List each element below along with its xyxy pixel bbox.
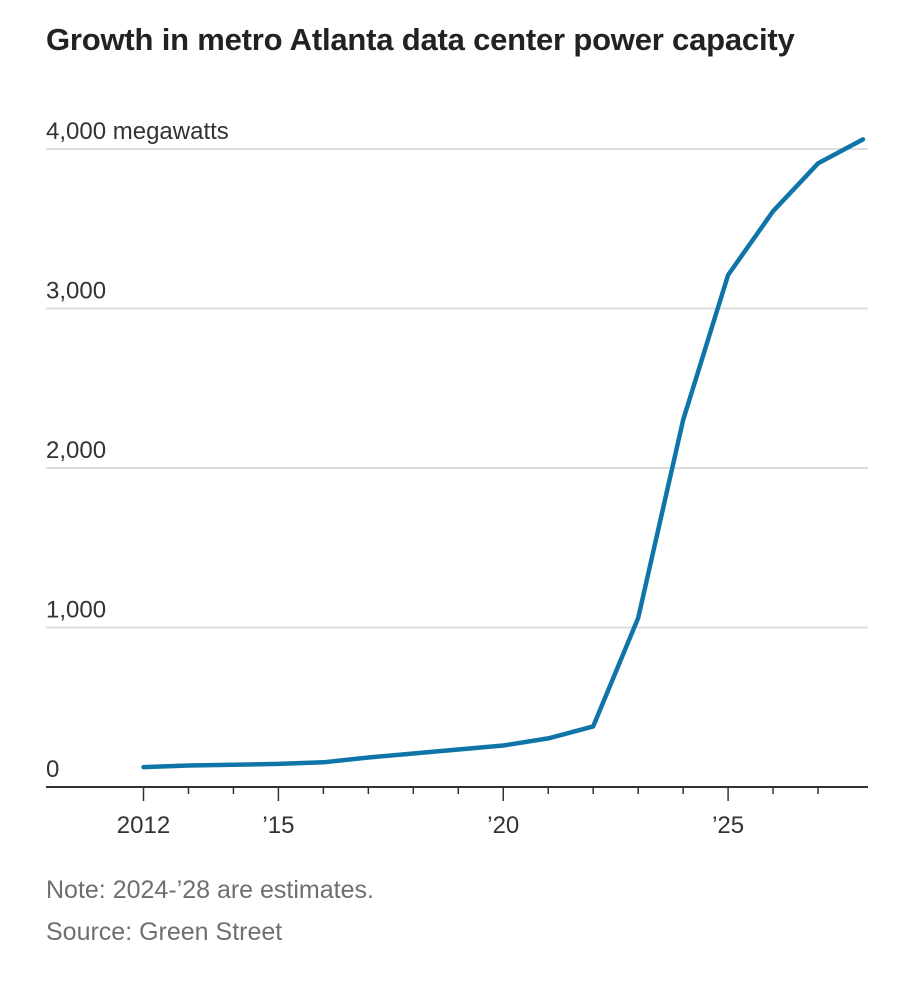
chart-note: Note: 2024-’28 are estimates.	[46, 876, 374, 904]
chart-title: Growth in metro Atlanta data center powe…	[46, 22, 795, 57]
y-tick-label: 4,000 megawatts	[46, 118, 229, 145]
gridlines	[46, 148, 868, 629]
x-axis: 2012 ’15 ’20 ’25	[46, 786, 868, 839]
chart-source: Source: Green Street	[46, 918, 283, 946]
y-tick-label: 3,000	[46, 278, 106, 305]
y-axis-labels: 0 1,000 2,000 3,000 4,000 megawatts	[46, 118, 229, 783]
x-tick-label: ’15	[262, 812, 294, 839]
y-tick-label: 1,000	[46, 597, 106, 624]
y-tick-label: 0	[46, 756, 59, 783]
x-tick-label: 2012	[117, 812, 170, 839]
series-line	[141, 137, 866, 770]
series-layer	[141, 137, 866, 770]
x-tick-label: ’20	[487, 812, 519, 839]
x-tick-label: ’25	[712, 812, 744, 839]
y-tick-label: 2,000	[46, 437, 106, 464]
